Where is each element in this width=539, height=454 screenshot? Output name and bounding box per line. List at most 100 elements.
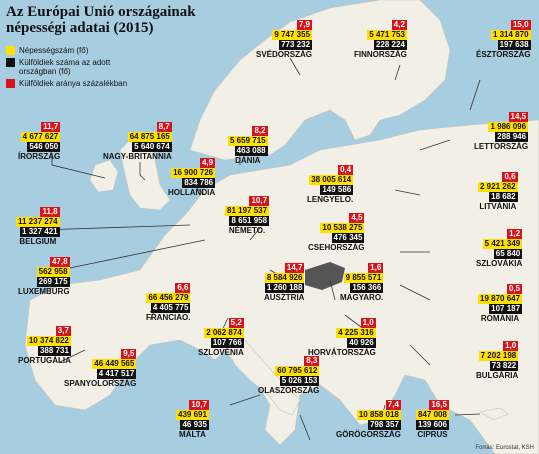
population-value: 66 456 279 — [146, 293, 191, 303]
percent-badge: 7,9 — [296, 20, 313, 30]
percent-badge: 0,5 — [506, 284, 523, 294]
page-title: Az Európai Unió országainak népességi ad… — [6, 4, 196, 36]
percent-badge: 1,6 — [368, 263, 384, 273]
percent-badge: 0,4 — [338, 165, 354, 175]
country-szlovakia: 1,2 5 421 349 65 840 SZLOVÁKIA — [476, 229, 523, 268]
italy-shape — [224, 339, 301, 416]
country-gorogorszag: 7,4 10 858 018 798 357 GÖRÖGORSZÁG — [336, 400, 401, 439]
population-value: 2 062 874 — [204, 328, 244, 338]
percent-badge: 8,3 — [304, 356, 320, 366]
country-lengyelo: 0,4 38 005 614 149 586 LENGYELO. — [307, 165, 354, 204]
country-svedorszag: 7,9 9 747 355 773 232 SVÉDORSZÁG — [256, 20, 313, 59]
country-dania: 8,2 5 659 715 463 088 DÁNIA — [228, 126, 268, 165]
percent-badge: 11,7 — [41, 122, 61, 132]
country-name: HORVÁTORSZÁG — [308, 348, 376, 357]
legend-swatch-black — [6, 58, 15, 67]
population-value: 8 584 926 — [264, 273, 305, 283]
country-name: ÍRORSZÁG — [18, 152, 61, 161]
percent-badge: 47,8 — [49, 257, 70, 267]
percent-badge: 1,2 — [507, 229, 523, 239]
population-value: 10 858 018 — [356, 410, 401, 420]
country-name: CSEHORSZÁG — [308, 243, 365, 252]
country-horvatorszag: 1,0 4 225 316 40 926 HORVÁTORSZÁG — [308, 318, 376, 357]
country-name: NAGY-BRITANNIA — [103, 152, 172, 161]
country-finnorszag: 4,2 5 471 753 228 224 FINNORSZÁG — [354, 20, 407, 59]
country-name: NÉMETO. — [228, 226, 266, 235]
percent-badge: 11,8 — [40, 207, 60, 217]
percent-badge: 4,2 — [391, 20, 407, 30]
country-bulgaria: 1,0 7 202 198 73 822 BULGÁRIA — [476, 341, 519, 380]
hungary-shape — [305, 262, 345, 290]
ireland-shape — [89, 159, 119, 193]
foreigners-value: 46 935 — [180, 420, 209, 430]
country-name: MAGYARO. — [340, 293, 384, 302]
country-portugalia: 3,7 10 374 822 388 731 PORTUGÁLIA — [18, 326, 71, 365]
population-value: 2 921 262 — [478, 182, 518, 192]
country-name: HOLLANDIA — [168, 188, 216, 197]
country-spanyolorszag: 9,5 46 449 565 4 417 517 SPANYOLORSZÁG — [64, 349, 137, 388]
percent-badge: 1,0 — [360, 318, 376, 328]
population-value: 1 314 870 — [490, 30, 531, 40]
country-ausztria: 14,7 8 584 926 1 260 188 AUSZTRIA — [264, 263, 305, 302]
population-value: 16 900 726 — [171, 168, 216, 178]
country-franciao: 6,6 66 456 279 4 405 775 FRANCIAO. — [146, 283, 191, 322]
foreigners-value: 4 417 517 — [96, 369, 137, 379]
legend-item-percent: Külföldiek aránya százalékban — [6, 79, 127, 88]
percent-badge: 9,5 — [121, 349, 137, 359]
title-line-1: Az Európai Unió országainak — [6, 4, 196, 20]
country-malta: 10,7 439 691 46 935 MÁLTA — [176, 400, 209, 439]
country-name: FRANCIAO. — [146, 313, 191, 322]
country-csehorszag: 4,5 10 538 275 476 345 CSEHORSZÁG — [308, 213, 365, 252]
foreigners-value: 834 786 — [182, 178, 216, 188]
population-value: 1 986 096 — [488, 122, 529, 132]
population-value: 60 795 612 — [275, 366, 320, 376]
country-szlovenia: 5,2 2 062 874 107 766 SZLOVÉNIA — [198, 318, 244, 357]
foreigners-value: 40 926 — [347, 338, 376, 348]
legend-label: Népességszám (fő) — [19, 46, 89, 55]
population-value: 38 005 614 — [309, 175, 354, 185]
foreigners-value: 73 822 — [489, 361, 519, 371]
percent-badge: 8,2 — [252, 126, 268, 136]
country-name: AUSZTRIA — [264, 293, 305, 302]
country-name: BELGIUM — [19, 237, 57, 246]
foreigners-value: 269 175 — [36, 277, 70, 287]
country-lettorszag: 14,5 1 986 096 288 946 LETTORSZÁG — [474, 112, 529, 151]
population-value: 5 471 753 — [367, 30, 407, 40]
country-hollandia: 4,9 16 900 726 834 786 HOLLANDIA — [168, 158, 216, 197]
foreigners-value: 1 327 421 — [20, 227, 60, 237]
percent-badge: 15,0 — [510, 20, 531, 30]
foreigners-value: 18 682 — [489, 192, 518, 202]
country-name: SPANYOLORSZÁG — [64, 379, 137, 388]
source-credit: Forrás: Eurostat, KSH — [475, 445, 534, 451]
country-name: PORTUGÁLIA — [18, 356, 71, 365]
country-name: MÁLTA — [179, 430, 206, 439]
foreigners-value: 65 840 — [493, 249, 523, 259]
percent-badge: 7,4 — [385, 400, 401, 410]
country-belgium: 11,8 11 237 274 1 327 421 BELGIUM — [16, 207, 60, 246]
percent-badge: 0,6 — [502, 172, 518, 182]
foreigners-value: 463 088 — [234, 146, 268, 156]
percent-badge: 14,7 — [284, 263, 305, 273]
population-value: 9 747 355 — [272, 30, 313, 40]
percent-badge: 4,9 — [199, 158, 216, 168]
foreigners-value: 476 345 — [331, 233, 365, 243]
foreigners-value: 773 232 — [279, 40, 313, 50]
country-name: SZLOVÁKIA — [476, 259, 523, 268]
percent-badge: 16,5 — [429, 400, 449, 410]
legend: Népességszám (fő) Külföldiek száma az ad… — [6, 46, 127, 91]
country-name: ÉSZTORSZÁG — [476, 50, 531, 59]
legend-swatch-yellow — [6, 46, 15, 55]
population-value: 4 677 627 — [20, 132, 61, 142]
foreigners-value: 8 651 958 — [229, 216, 270, 226]
country-name: LUXEMBURG — [18, 287, 70, 296]
foreigners-value: 546 050 — [27, 142, 61, 152]
percent-badge: 3,7 — [55, 326, 71, 336]
country-name: OLASZORSZÁG — [258, 386, 320, 395]
country-name: ROMÁNIA — [480, 314, 520, 323]
country-olaszorszag: 8,3 60 795 612 5 026 153 OLASZORSZÁG — [258, 356, 320, 395]
country-romania: 0,5 19 870 647 107 187 ROMÁNIA — [478, 284, 523, 323]
country-name: LENGYELO. — [307, 195, 354, 204]
foreigners-value: 798 357 — [367, 420, 401, 430]
population-value: 7 202 198 — [478, 351, 519, 361]
cyprus-shape — [479, 407, 509, 421]
